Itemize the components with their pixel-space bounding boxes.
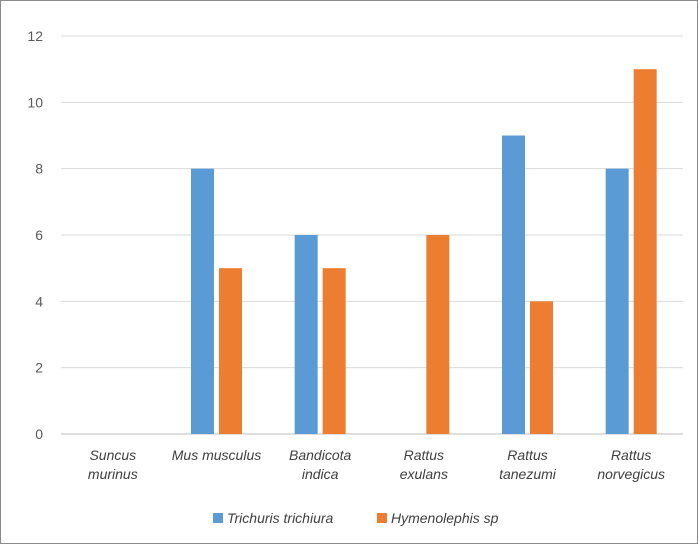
x-category-label: Mus musculus: [172, 447, 261, 463]
legend-swatch-trichuris: [213, 513, 223, 523]
bar-trichuris-4: [502, 135, 525, 434]
x-category-label: Bandicota: [289, 447, 351, 463]
bar-hymenolephis-2: [322, 268, 346, 434]
bar-trichuris-2: [294, 235, 318, 434]
x-category-label: Rattus: [404, 447, 444, 463]
y-tick-label: 12: [27, 28, 43, 44]
y-tick-label: 4: [35, 293, 43, 309]
bar-trichuris-1: [191, 168, 214, 434]
legend-label-hymenolephis: Hymenolephis sp: [391, 510, 499, 526]
x-category-label: indica: [302, 466, 339, 482]
gridlines: [61, 35, 683, 435]
bar-hymenolephis-4: [530, 301, 553, 434]
bar-hymenolephis-5: [633, 69, 657, 435]
y-tick-label: 0: [35, 426, 43, 442]
legend: Trichuris trichiura Hymenolephis sp: [213, 510, 499, 526]
legend-swatch-hymenolephis: [377, 513, 387, 523]
y-tick-label: 6: [35, 227, 43, 243]
y-axis-ticks: 0 2 4 6 8 10 12: [27, 28, 43, 442]
y-tick-label: 2: [35, 360, 43, 376]
bars: [191, 69, 657, 435]
x-category-label: Rattus: [611, 447, 651, 463]
x-category-label: exulans: [400, 466, 448, 482]
x-category-label: murinus: [88, 466, 138, 482]
x-axis-categories: Suncus murinus Mus musculus Bandicota indica…: [88, 447, 665, 482]
x-category-label: Rattus: [507, 447, 547, 463]
x-category-label: Suncus: [89, 447, 136, 463]
bar-trichuris-5: [605, 168, 629, 434]
bar-hymenolephis-1: [219, 268, 242, 434]
bar-hymenolephis-3: [426, 235, 450, 434]
x-category-label: norvegicus: [597, 466, 665, 482]
y-tick-label: 10: [27, 94, 43, 110]
legend-label-trichuris: Trichuris trichiura: [227, 510, 334, 526]
x-category-label: tanezumi: [499, 466, 557, 482]
y-tick-label: 8: [35, 161, 43, 177]
